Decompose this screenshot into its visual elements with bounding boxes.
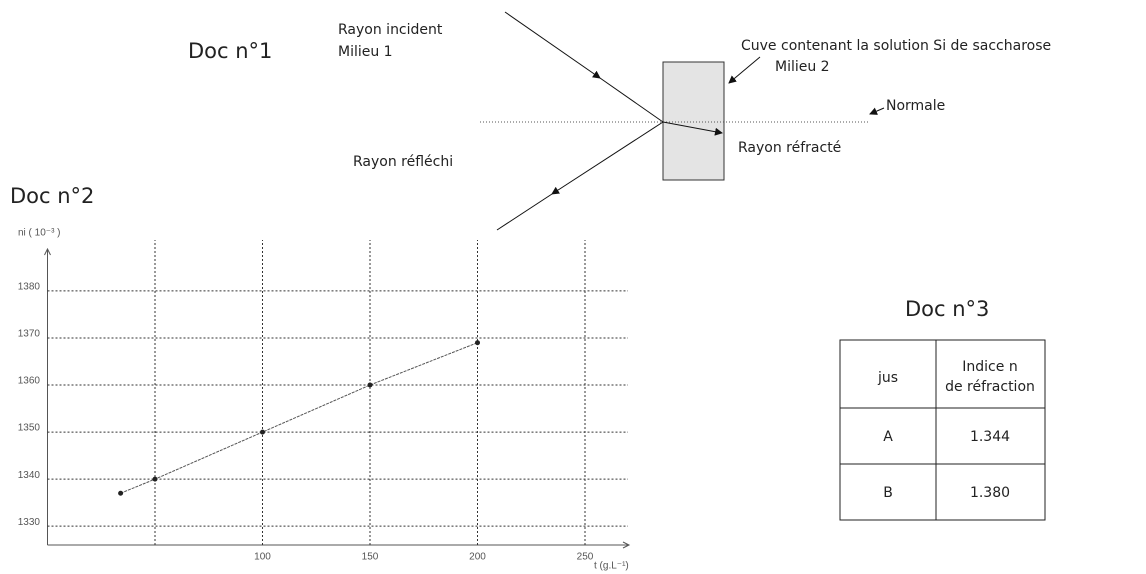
y-tick-label: 1370	[18, 329, 41, 340]
label: Normale	[886, 98, 945, 114]
y-tick-label: 1350	[18, 423, 41, 434]
table-cell: A	[883, 429, 893, 445]
doc-title: Doc n°1	[188, 39, 272, 63]
y-axis-label: ni ( 10⁻³ )	[18, 228, 61, 239]
ray	[504, 11, 601, 79]
table-header: Indice n	[962, 359, 1017, 375]
data-line	[120, 342, 478, 494]
x-tick-label: 150	[362, 552, 379, 563]
data-point	[152, 476, 158, 482]
doc-title: Doc n°2	[10, 184, 94, 208]
data-point	[260, 429, 265, 435]
table-cell: 1.344	[970, 429, 1010, 445]
pointer	[728, 56, 761, 84]
axis-arrow	[622, 541, 631, 549]
axis-arrow	[44, 247, 51, 256]
y-tick-label: 1380	[18, 282, 41, 293]
label: Milieu 1	[338, 44, 393, 60]
y-tick-label: 1340	[18, 470, 41, 481]
y-tick-label: 1360	[18, 376, 41, 387]
label: Rayon réfléchi	[353, 154, 453, 170]
x-axis-label: t (g.L⁻¹)	[594, 561, 629, 572]
cuve	[662, 61, 725, 181]
table-cell: B	[883, 485, 893, 501]
ray	[662, 121, 723, 136]
table-header: de réfraction	[945, 379, 1035, 395]
label: Milieu 2	[775, 59, 830, 75]
doc-title: Doc n°3	[905, 297, 989, 321]
table-header: jus	[877, 370, 898, 386]
table-border	[839, 339, 1046, 521]
x-tick-label: 100	[254, 552, 271, 563]
label: Cuve contenant la solution Si de sacchar…	[741, 38, 1051, 54]
data-point	[367, 382, 373, 388]
ray	[551, 121, 664, 195]
ray	[599, 77, 664, 123]
pointer	[869, 107, 885, 115]
data-point	[118, 490, 124, 496]
x-tick-label: 200	[469, 552, 486, 563]
x-tick-label: 250	[577, 552, 594, 563]
table: jus Indice n de réfraction A 1.344 B 1.3…	[839, 339, 1046, 521]
label: Rayon incident	[338, 22, 443, 38]
data-point	[475, 340, 480, 346]
ray	[496, 193, 553, 231]
table-cell: 1.380	[970, 485, 1010, 501]
y-tick-label: 1330	[18, 517, 41, 528]
label: Rayon réfracté	[738, 140, 841, 156]
